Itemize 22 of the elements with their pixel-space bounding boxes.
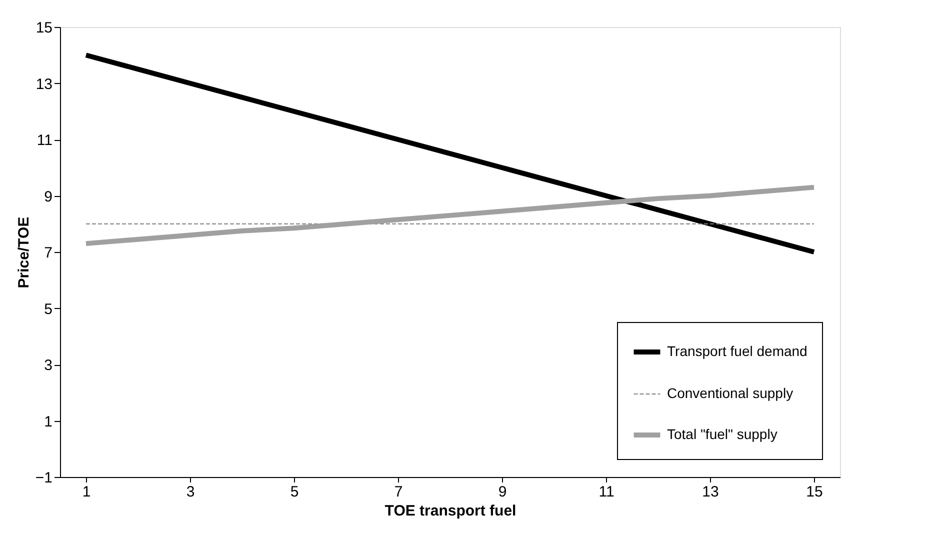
y-axis-title: Price/TOE xyxy=(15,216,32,288)
x-tick-label: 1 xyxy=(82,484,91,500)
y-tick-label: 1 xyxy=(44,413,52,430)
y-tick-label: 3 xyxy=(44,357,52,374)
y-tick-label: 5 xyxy=(44,300,52,318)
legend-label: Transport fuel demand xyxy=(667,343,808,359)
legend-label: Conventional supply xyxy=(667,385,794,401)
y-tick-label: 15 xyxy=(36,20,52,36)
x-axis-title: TOE transport fuel xyxy=(384,502,516,520)
legend-label: Total "fuel" supply xyxy=(667,426,778,442)
x-tick-label: 5 xyxy=(290,484,299,500)
y-tick-label: 7 xyxy=(44,244,52,262)
y-tick-label: 11 xyxy=(36,132,52,149)
y-tick-label: 9 xyxy=(44,188,52,206)
x-tick-label: 11 xyxy=(598,484,614,500)
x-tick-label: 15 xyxy=(806,484,823,500)
y-tick-label: −1 xyxy=(35,470,52,486)
x-tick-label: 3 xyxy=(186,484,195,500)
x-tick-label: 9 xyxy=(498,484,507,500)
y-tick-label: 13 xyxy=(36,76,52,93)
x-tick-label: 13 xyxy=(702,484,719,500)
x-tick-label: 7 xyxy=(394,484,403,500)
